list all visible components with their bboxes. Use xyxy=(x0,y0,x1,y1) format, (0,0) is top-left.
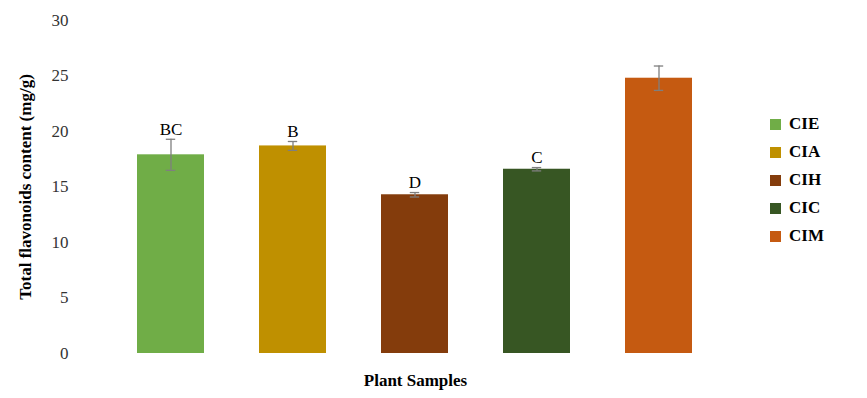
svg-text:Total flavonoids content (mg/g: Total flavonoids content (mg/g) xyxy=(16,74,35,300)
svg-text:15: 15 xyxy=(52,177,69,196)
svg-text:5: 5 xyxy=(60,288,69,307)
svg-text:0: 0 xyxy=(60,344,69,363)
svg-text:B: B xyxy=(287,122,298,141)
html-text:CIM: CIM xyxy=(789,226,824,245)
svg-text:C: C xyxy=(531,148,542,167)
html-text:CIC: CIC xyxy=(789,198,821,217)
svg-text:D: D xyxy=(409,173,421,192)
html-text:CIH: CIH xyxy=(789,170,822,189)
html-text:CIA: CIA xyxy=(789,142,821,161)
svg-text:25: 25 xyxy=(52,66,69,85)
svg-text:BC: BC xyxy=(160,120,183,139)
svg-text:20: 20 xyxy=(52,122,69,141)
svg-text:30: 30 xyxy=(52,11,69,30)
svg-text:Plant Samples: Plant Samples xyxy=(364,371,468,390)
html-text:CIE: CIE xyxy=(789,114,820,133)
svg-text:10: 10 xyxy=(52,233,69,252)
